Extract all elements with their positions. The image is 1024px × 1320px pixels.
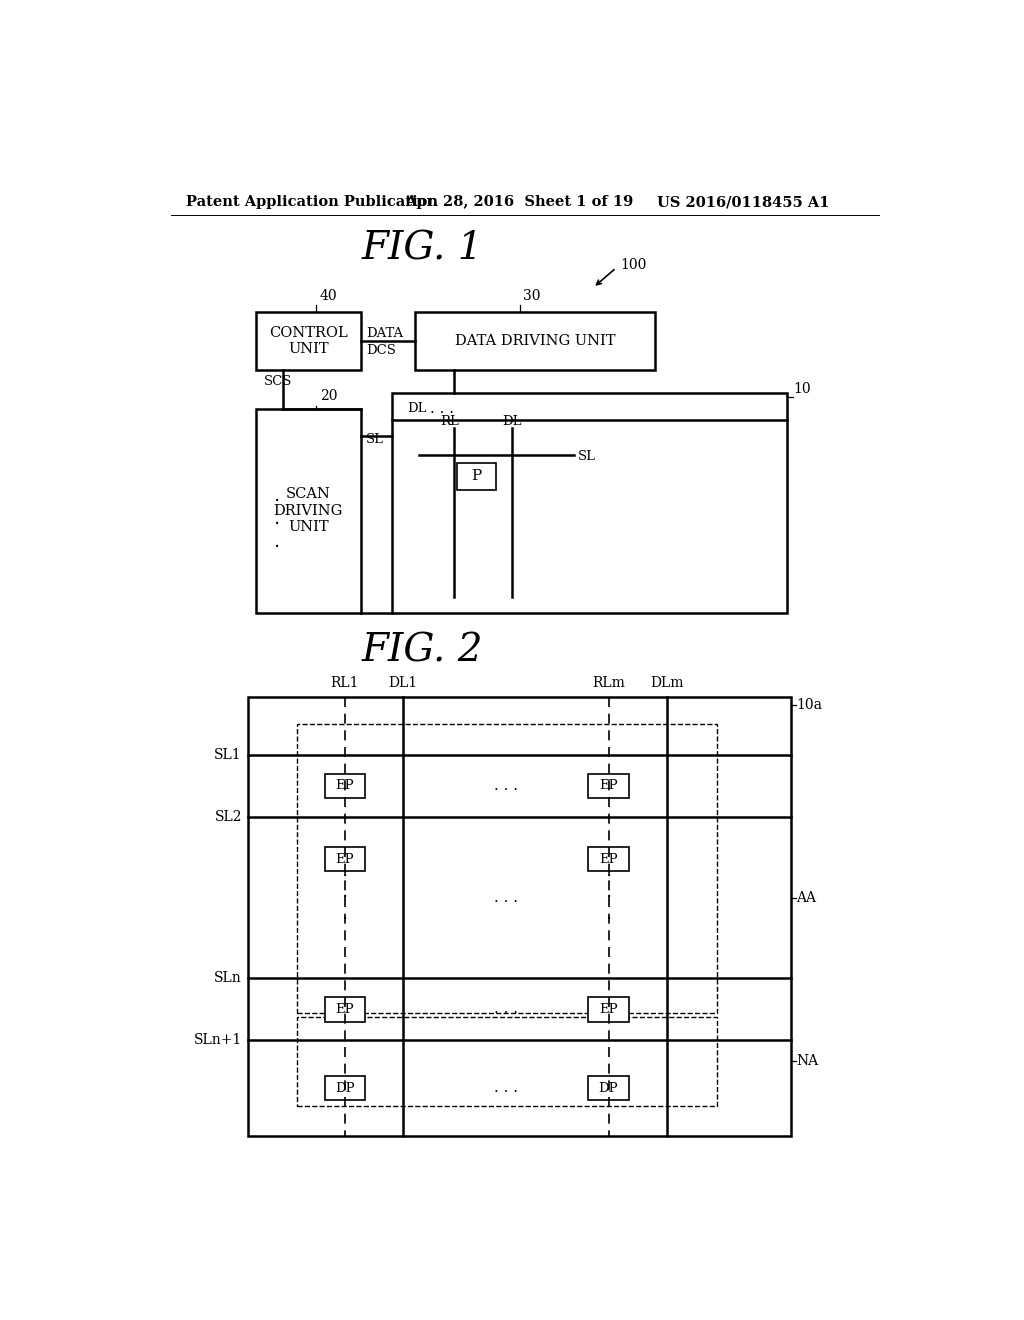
Text: SCS: SCS [263, 375, 292, 388]
Text: FIG. 2: FIG. 2 [361, 632, 483, 669]
Text: . . .: . . . [494, 1081, 518, 1096]
Text: DL1: DL1 [388, 676, 418, 689]
Text: SLn: SLn [214, 972, 242, 986]
Text: ·: · [342, 866, 348, 886]
Text: EP: EP [599, 853, 617, 866]
Text: . . .: . . . [430, 401, 455, 416]
Text: 20: 20 [321, 389, 338, 404]
Text: 40: 40 [319, 289, 337, 304]
Bar [256, 409, 360, 612]
Text: SCAN
DRIVING
UNIT: SCAN DRIVING UNIT [273, 487, 343, 533]
Text: DP: DP [335, 1081, 354, 1094]
Text: EP: EP [336, 1003, 354, 1016]
Bar [325, 774, 366, 799]
Bar [325, 1076, 366, 1101]
Bar [391, 393, 786, 612]
Text: . . .: . . . [494, 1002, 518, 1016]
Text: EP: EP [336, 779, 354, 792]
Bar [325, 997, 366, 1022]
Text: RL: RL [440, 414, 459, 428]
Text: SL2: SL2 [214, 809, 242, 824]
Bar [415, 313, 655, 370]
Text: US 2016/0118455 A1: US 2016/0118455 A1 [657, 195, 829, 210]
Text: ·: · [605, 866, 611, 886]
Text: ·: · [605, 888, 611, 907]
Text: ·: · [274, 537, 281, 557]
Text: Patent Application Publication: Patent Application Publication [186, 195, 438, 210]
Text: 10: 10 [793, 381, 811, 396]
Text: SL1: SL1 [214, 748, 242, 762]
Text: SL: SL [366, 433, 384, 446]
Text: RL1: RL1 [331, 676, 359, 689]
Text: 100: 100 [621, 257, 646, 272]
Text: NA: NA [796, 1055, 818, 1068]
Bar [589, 997, 629, 1022]
Text: SL: SL [578, 450, 596, 463]
Text: 30: 30 [523, 289, 541, 304]
Bar [589, 774, 629, 799]
Text: DL: DL [407, 403, 427, 416]
Text: ·: · [274, 491, 281, 511]
Text: ·: · [342, 909, 348, 929]
Text: DCS: DCS [367, 345, 396, 358]
Text: 10a: 10a [796, 698, 822, 711]
Text: FIG. 1: FIG. 1 [361, 231, 483, 268]
Text: DL: DL [502, 414, 521, 428]
Bar [589, 1076, 629, 1101]
Bar [325, 847, 366, 871]
Text: EP: EP [336, 853, 354, 866]
Text: ·: · [342, 888, 348, 907]
Text: DLm: DLm [650, 676, 683, 689]
Text: ·: · [605, 909, 611, 929]
Bar [458, 462, 496, 490]
Text: SLn+1: SLn+1 [194, 1034, 242, 1047]
Text: DP: DP [599, 1081, 618, 1094]
Text: EP: EP [599, 779, 617, 792]
Text: RLm: RLm [592, 676, 625, 689]
Text: DATA: DATA [367, 327, 403, 341]
Text: P: P [472, 469, 482, 483]
Bar [256, 313, 360, 370]
Text: . . .: . . . [494, 891, 518, 904]
Text: ·: · [274, 515, 281, 533]
Bar [248, 697, 791, 1137]
Bar [589, 847, 629, 871]
Text: CONTROL
UNIT: CONTROL UNIT [269, 326, 347, 356]
Text: AA: AA [796, 891, 816, 904]
Text: . . .: . . . [494, 779, 518, 793]
Text: EP: EP [599, 1003, 617, 1016]
Text: Apr. 28, 2016  Sheet 1 of 19: Apr. 28, 2016 Sheet 1 of 19 [406, 195, 634, 210]
Text: DATA DRIVING UNIT: DATA DRIVING UNIT [455, 334, 615, 348]
